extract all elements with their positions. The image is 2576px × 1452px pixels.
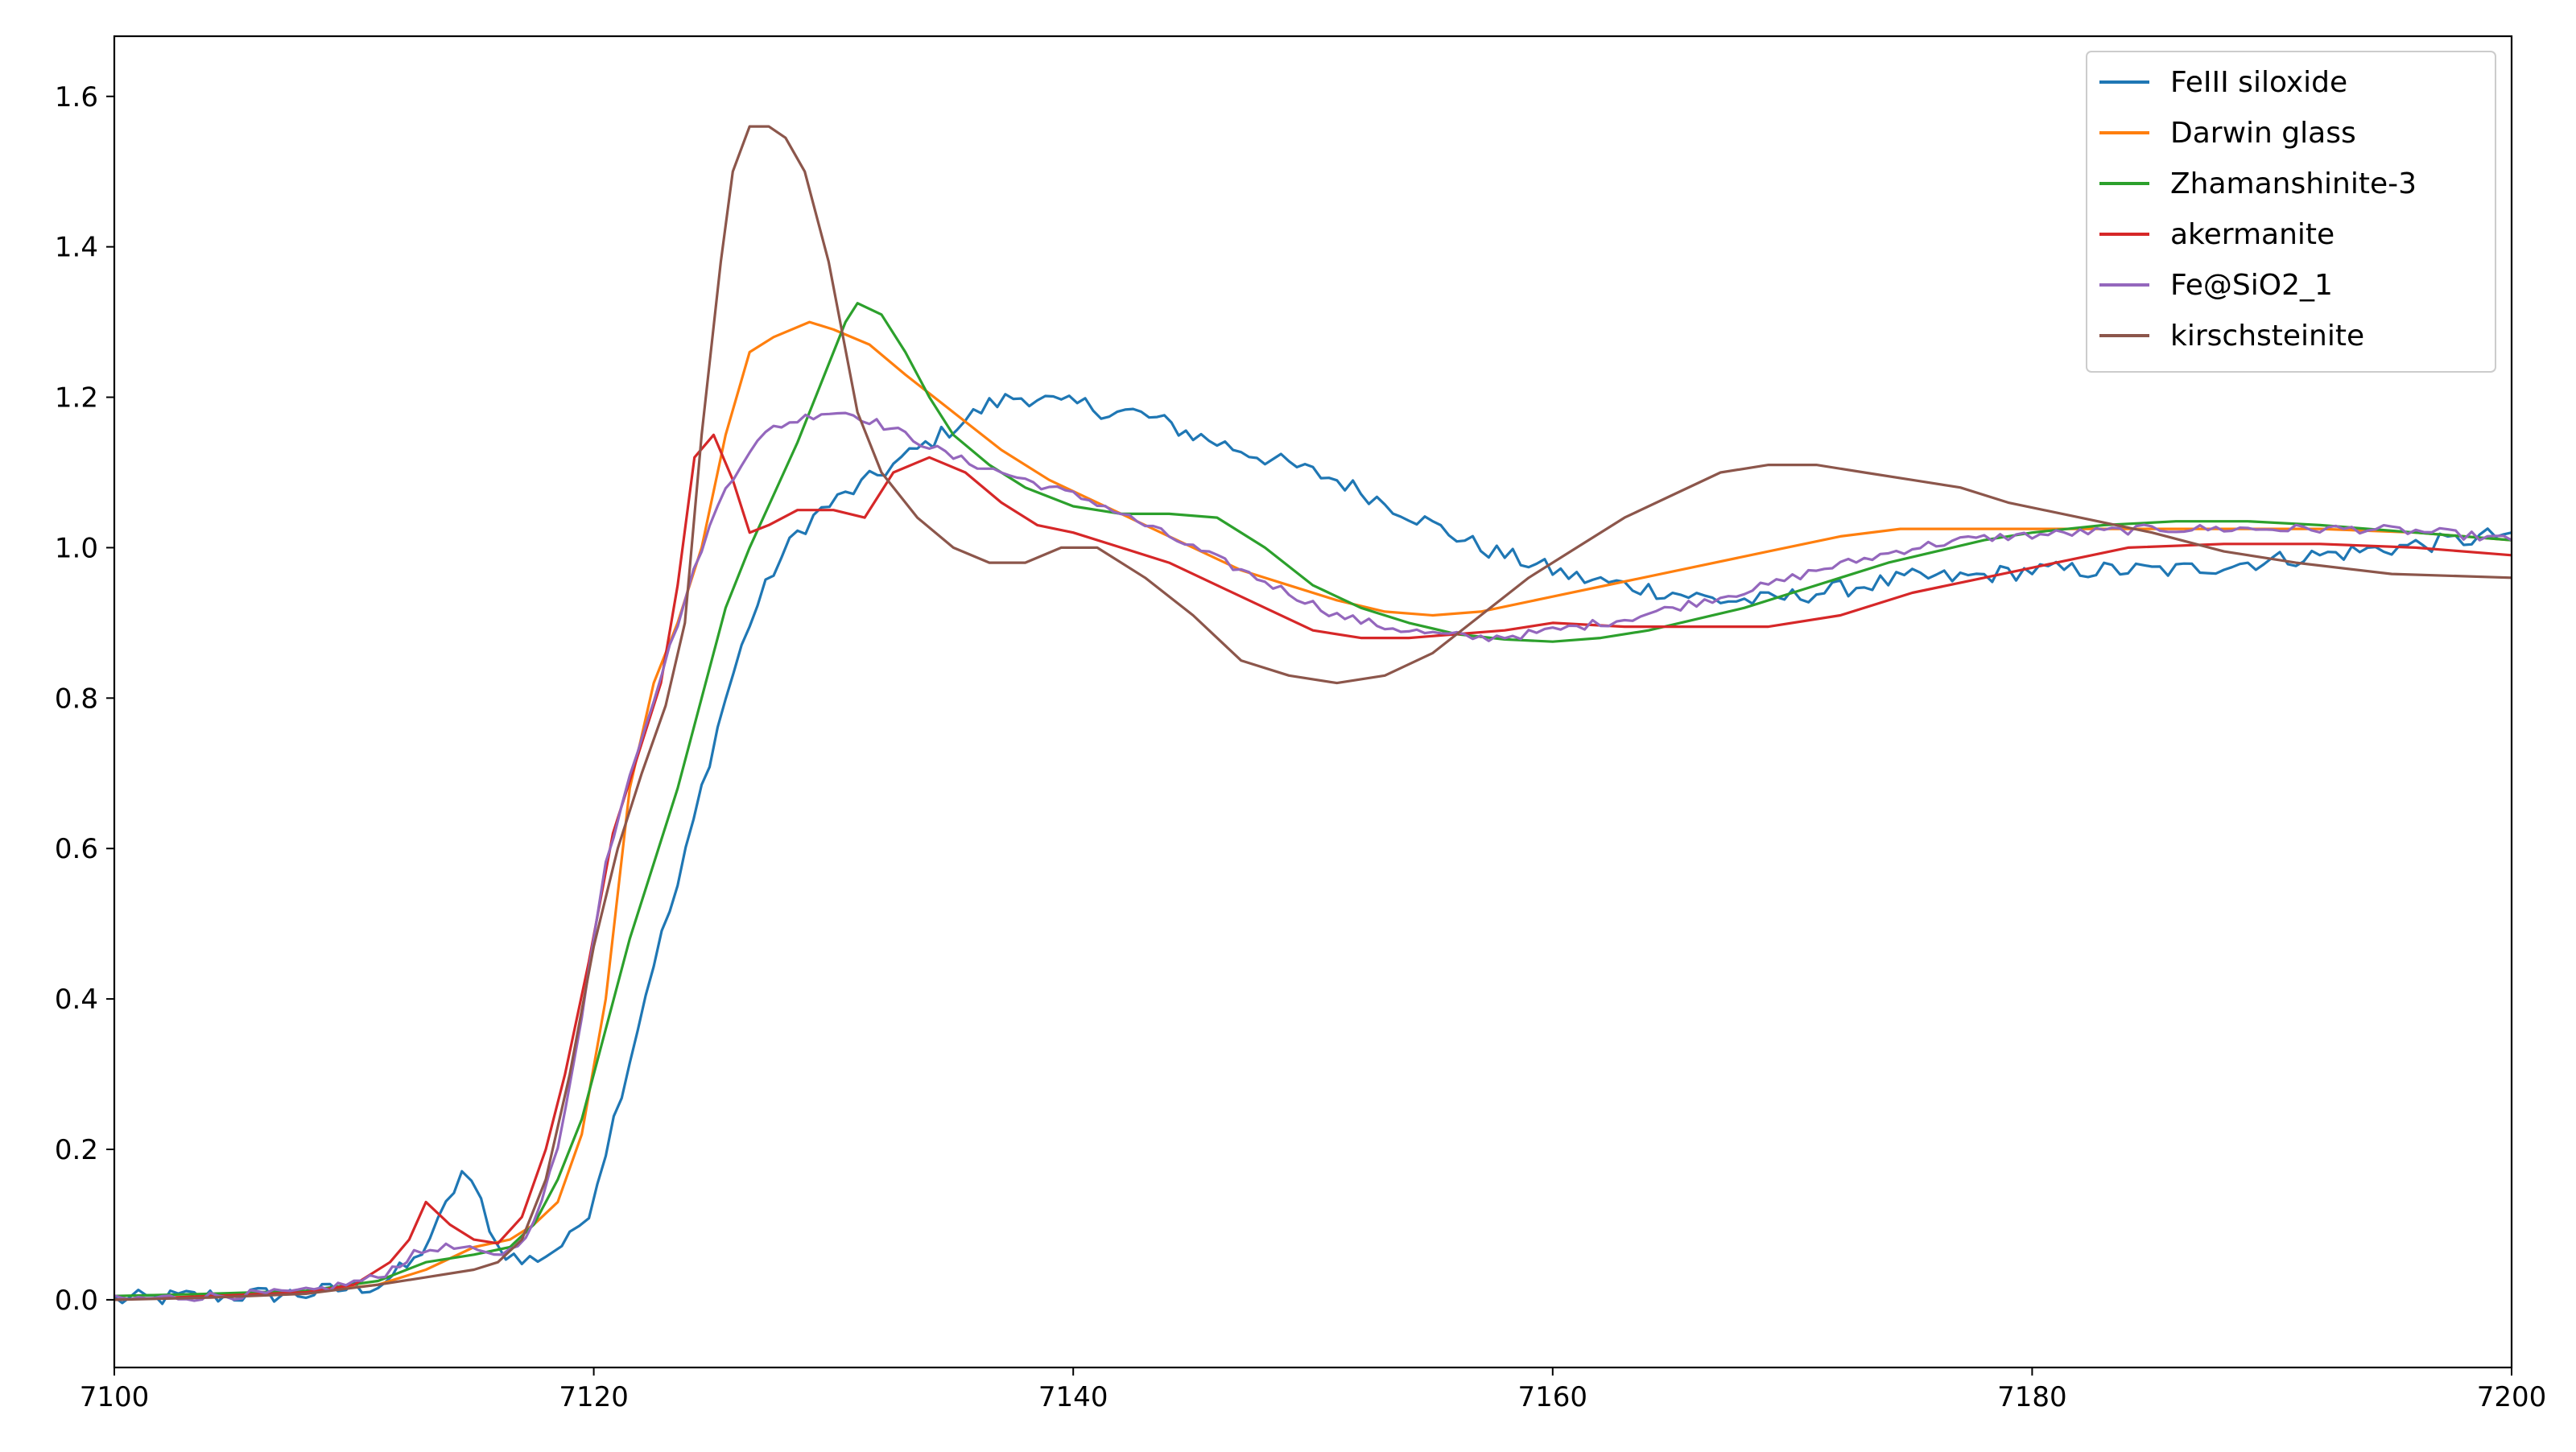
y-tick-label: 1.6 bbox=[55, 81, 98, 113]
y-tick-label: 1.2 bbox=[55, 382, 98, 415]
x-tick-label: 7120 bbox=[559, 1381, 629, 1413]
y-tick-label: 0.0 bbox=[55, 1285, 98, 1317]
y-tick-label: 0.8 bbox=[55, 683, 98, 715]
legend-label: Fe@SiO2_1 bbox=[2170, 269, 2333, 302]
y-tick-label: 1.0 bbox=[55, 532, 98, 564]
legend-label: FeIII siloxide bbox=[2170, 66, 2347, 99]
y-tick-label: 0.2 bbox=[55, 1134, 98, 1166]
legend-box bbox=[2086, 51, 2496, 373]
axis-ticks: 7100 7120 7140 7160 7180 7200 0.0 0.2 0.4 0.6 0.8 1… bbox=[55, 81, 2546, 1413]
y-tick-label: 0.4 bbox=[55, 984, 98, 1016]
legend-label: Zhamanshinite-3 bbox=[2170, 167, 2417, 200]
series-line-3 bbox=[114, 433, 2512, 1301]
legend: FeIII siloxide Darwin glass Zhamanshinite-… bbox=[2086, 51, 2496, 373]
plot-frame bbox=[113, 35, 2513, 1369]
y-tick-label: 0.6 bbox=[55, 833, 98, 865]
legend-label: akermanite bbox=[2170, 218, 2334, 251]
series-line-2 bbox=[114, 302, 2512, 1297]
y-tick-label: 1.4 bbox=[55, 232, 98, 264]
legend-label: Darwin glass bbox=[2170, 117, 2356, 150]
series-lines bbox=[114, 125, 2512, 1306]
series-line-5 bbox=[114, 125, 2512, 1301]
x-tick-label: 7180 bbox=[1997, 1381, 2067, 1413]
legend-label: kirschsteinite bbox=[2170, 320, 2364, 353]
x-tick-label: 7160 bbox=[1518, 1381, 1588, 1413]
x-tick-label: 7200 bbox=[2477, 1381, 2547, 1413]
series-line-1 bbox=[114, 320, 2512, 1301]
x-tick-label: 7100 bbox=[80, 1381, 150, 1413]
series-line-0 bbox=[114, 393, 2512, 1306]
x-tick-label: 7140 bbox=[1038, 1381, 1108, 1413]
